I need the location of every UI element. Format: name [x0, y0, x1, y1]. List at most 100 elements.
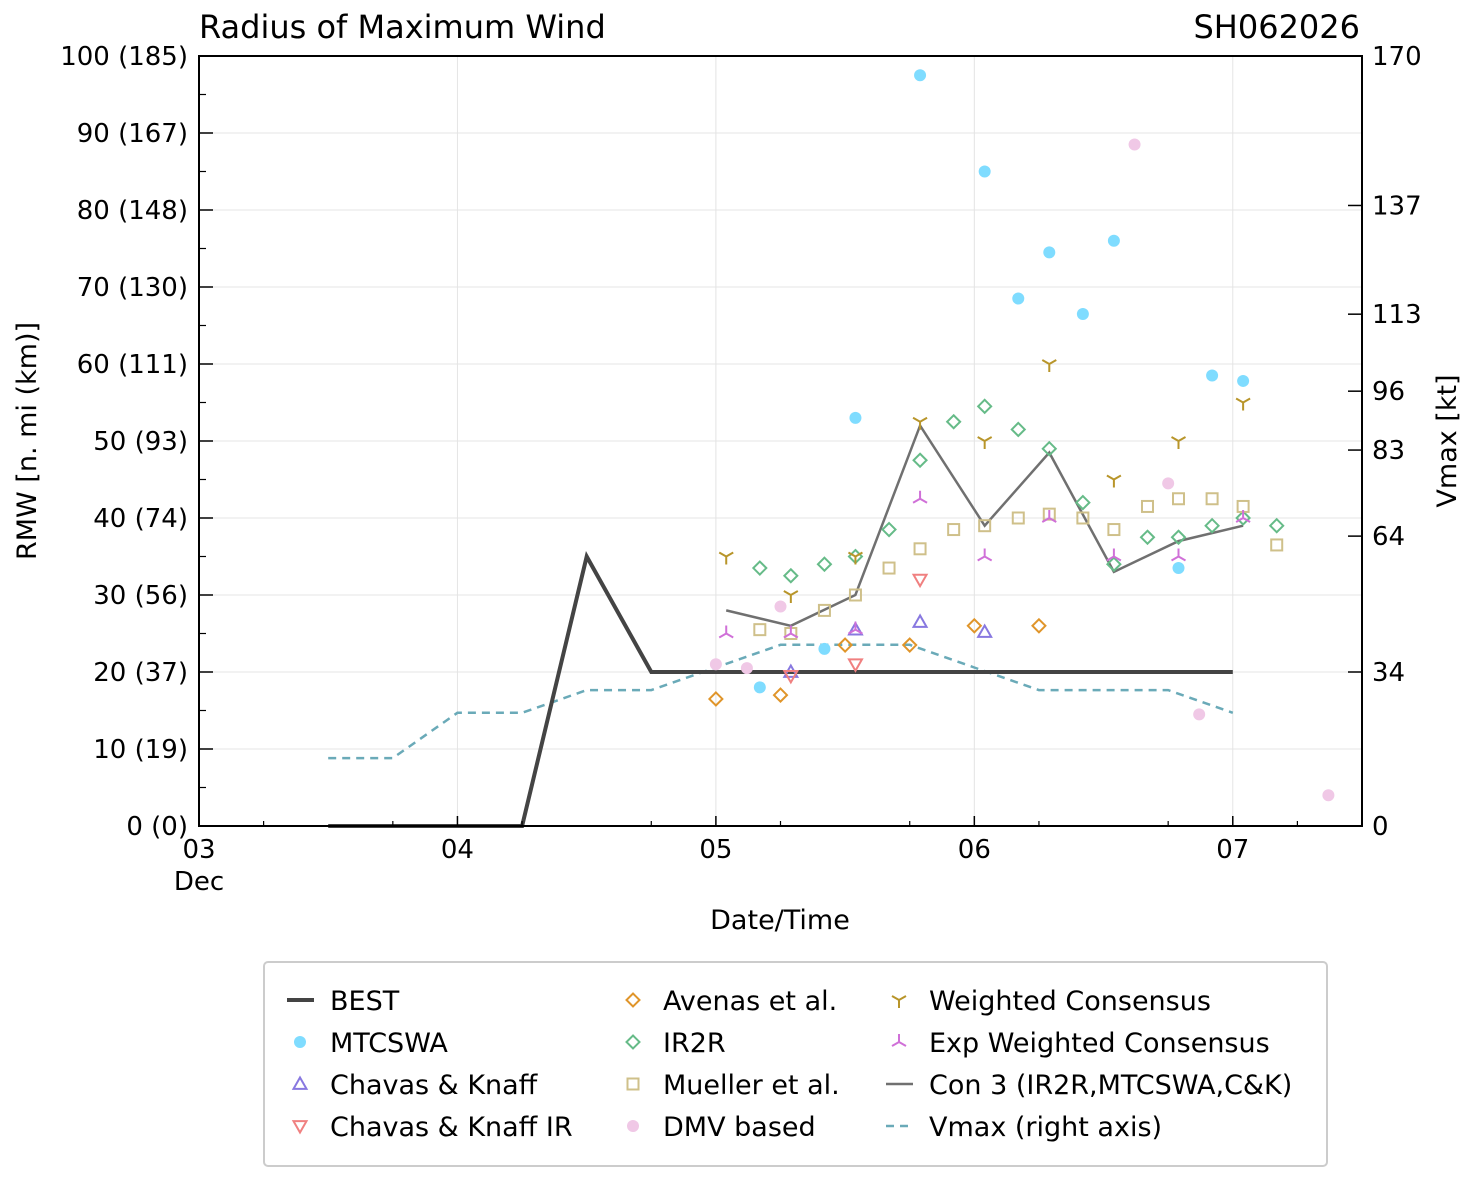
- point-ir2r: [881, 521, 897, 538]
- point-weighted-consensus: [847, 551, 863, 565]
- point-dmv-based: [1128, 138, 1141, 151]
- legend-swatch: [625, 1034, 641, 1050]
- y-tick-label: 20 (37): [93, 658, 188, 688]
- point-weighted-consensus: [1235, 397, 1251, 411]
- series-exp-weighted-consensus: [718, 490, 1251, 639]
- point-mueller-et-al: [1011, 511, 1025, 525]
- y-tick-label: 50 (93): [93, 427, 188, 457]
- point-avenas-et-al: [966, 617, 983, 634]
- point-avenas-et-al: [1031, 617, 1047, 634]
- point-chavas-knaff-ir: [911, 573, 929, 589]
- point-mueller-et-al: [1042, 507, 1056, 521]
- point-avenas-et-al: [772, 687, 789, 704]
- point-weighted-consensus: [783, 590, 799, 603]
- point-ir2r: [1074, 494, 1091, 511]
- y-tick-label: 90 (167): [77, 119, 188, 149]
- y2-tick-label: 34: [1372, 658, 1405, 688]
- legend-label: MTCSWA: [330, 1028, 448, 1059]
- point-avenas-et-al: [707, 691, 724, 707]
- point-mueller-et-al: [848, 588, 862, 602]
- point-ir2r: [1041, 440, 1058, 457]
- series-line-best: [328, 551, 1233, 828]
- point-ir2r: [1105, 556, 1122, 573]
- legend-label: Vmax (right axis): [929, 1112, 1162, 1143]
- legend-swatch: [891, 995, 907, 1008]
- legend-item-con-3-ir2r-mtcswa-c-k: Con 3 (IR2R,MTCSWA,C&K): [886, 1070, 1292, 1101]
- y-tick-label: 100 (185): [60, 42, 188, 72]
- legend-item-exp-weighted-consensus: Exp Weighted Consensus: [891, 1028, 1270, 1059]
- point-mtcswa: [1012, 292, 1025, 305]
- y2-axis-label: Vmax [kt]: [1432, 374, 1463, 507]
- point-ir2r: [1268, 517, 1285, 534]
- point-ir2r: [1170, 529, 1187, 546]
- legend-swatch: [291, 1120, 309, 1135]
- legend-label: Con 3 (IR2R,MTCSWA,C&K): [929, 1070, 1292, 1101]
- series-ir2r: [751, 398, 1285, 584]
- legend: BEST MTCSWA Chavas & Knaff Chavas & Knaff I…: [263, 961, 1328, 1167]
- legend-label: Chavas & Knaff: [330, 1070, 539, 1101]
- point-mueller-et-al: [1140, 499, 1154, 513]
- point-exp-weighted-consensus: [847, 621, 863, 635]
- point-mtcswa: [1172, 562, 1185, 575]
- point-mtcswa: [978, 165, 991, 178]
- point-ir2r: [816, 556, 833, 573]
- point-exp-weighted-consensus: [977, 548, 993, 562]
- point-mueller-et-al: [753, 623, 767, 637]
- series-line-con-3-ir2r-mtcswa-c-k: [725, 422, 1244, 628]
- series-avenas-et-al: [707, 617, 1047, 707]
- x-tick-label: 04: [441, 835, 474, 865]
- point-weighted-consensus: [977, 436, 993, 449]
- point-mueller-et-al: [1270, 538, 1284, 552]
- x-tick-label: 03: [182, 835, 215, 865]
- y2-tick-label: 113: [1372, 300, 1422, 330]
- series-mueller-et-al: [753, 492, 1284, 640]
- point-weighted-consensus: [1106, 474, 1122, 488]
- legend-label: DMV based: [663, 1112, 816, 1143]
- legend-label: BEST: [330, 986, 400, 1017]
- point-chavas-knaff: [911, 613, 929, 628]
- point-weighted-consensus: [1041, 359, 1057, 372]
- point-mueller-et-al: [1107, 523, 1121, 537]
- point-mtcswa: [849, 411, 862, 424]
- series-mtcswa: [753, 69, 1250, 694]
- point-mueller-et-al: [817, 603, 831, 617]
- point-dmv-based: [709, 658, 722, 671]
- legend-box: [263, 961, 1328, 1167]
- y2-tick-label: 170: [1372, 42, 1422, 72]
- point-chavas-knaff-ir: [782, 669, 800, 685]
- point-mtcswa: [753, 681, 766, 694]
- point-exp-weighted-consensus: [1235, 510, 1251, 523]
- legend-label: Mueller et al.: [663, 1070, 840, 1101]
- legend-item-chavas-knaff-ir: Chavas & Knaff IR: [291, 1112, 573, 1143]
- point-mtcswa: [818, 642, 831, 655]
- point-mtcswa: [1237, 374, 1250, 387]
- legend-swatch: [294, 1036, 306, 1048]
- axes: 03 04 05 06 07 Dec 0 (0) 10 (19) 20 (37) 30 (56) 4…: [60, 42, 1421, 897]
- point-ir2r: [976, 398, 993, 415]
- y-tick-label: 40 (74): [93, 504, 188, 534]
- legend-swatch: [626, 1077, 640, 1091]
- legend-swatch: [291, 1075, 309, 1090]
- point-avenas-et-al: [901, 637, 918, 653]
- x-month-label: Dec: [174, 867, 224, 897]
- point-ir2r: [751, 560, 768, 576]
- point-exp-weighted-consensus: [1171, 548, 1186, 562]
- series-vmax-right-axis: [328, 643, 1234, 760]
- point-mtcswa: [1206, 369, 1219, 382]
- grid: [199, 56, 1362, 826]
- y2-tick-label: 64: [1372, 522, 1405, 552]
- legend-item-avenas-et-al: Avenas et al.: [625, 986, 837, 1017]
- point-chavas-knaff: [976, 623, 993, 638]
- point-avenas-et-al: [837, 637, 854, 653]
- legend-item-ir2r: IR2R: [625, 1028, 726, 1059]
- point-mtcswa: [1076, 307, 1089, 320]
- legend-label: Weighted Consensus: [929, 986, 1211, 1017]
- point-ir2r: [945, 413, 962, 430]
- point-mtcswa: [1107, 234, 1120, 247]
- point-dmv-based: [1193, 708, 1206, 721]
- legend-item-mueller-et-al: Mueller et al.: [626, 1070, 840, 1101]
- point-exp-weighted-consensus: [718, 625, 734, 639]
- point-ir2r: [782, 567, 799, 584]
- legend-item-vmax-right-axis: Vmax (right axis): [886, 1112, 1162, 1143]
- y2-tick-label: 96: [1372, 377, 1405, 407]
